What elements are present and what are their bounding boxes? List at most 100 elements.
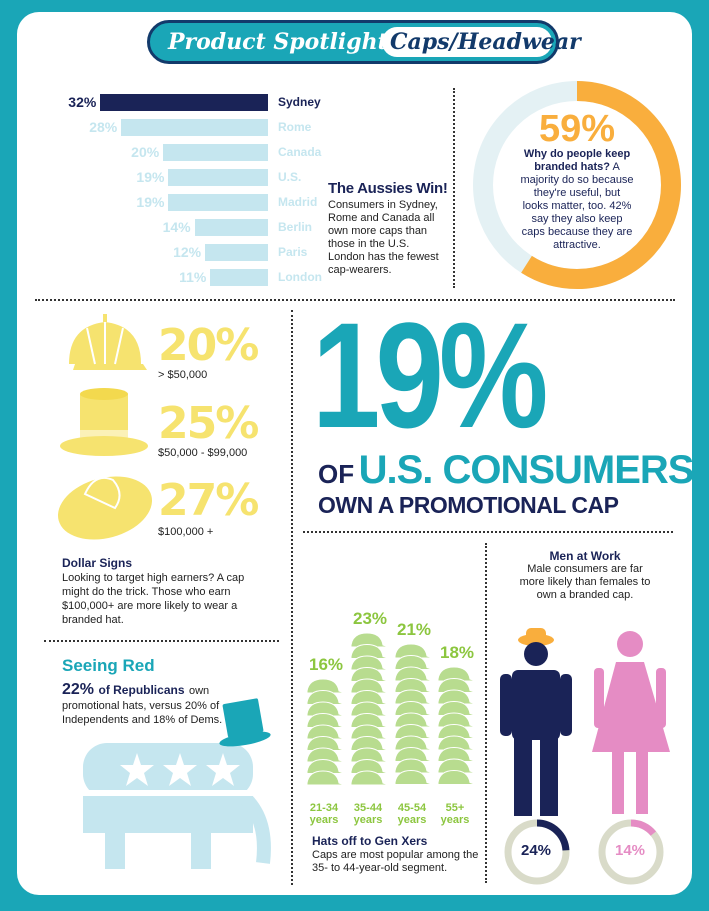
gender-ring	[598, 819, 664, 885]
city-bar	[194, 219, 268, 236]
income-pct-3: 27%	[158, 475, 259, 526]
age-cap-label-range: 45-54	[397, 802, 427, 814]
age-cap-value: 23%	[353, 608, 388, 628]
dollar-block: Dollar Signs Looking to target high earn…	[62, 556, 287, 627]
gen-title: Hats off to Gen Xers	[312, 834, 428, 848]
income-pct-1: 20%	[158, 320, 259, 371]
city-bar	[168, 169, 268, 186]
age-cap-label: 35-44 years	[350, 802, 386, 826]
dollar-line-1: Looking to target high earners? A cap	[62, 572, 245, 584]
title-banner: Product Spotlight: Caps/Headwear	[147, 20, 581, 64]
city-bar	[163, 144, 268, 161]
city-bar-label: London	[278, 270, 322, 284]
hero-pct: 19%	[312, 291, 548, 459]
gen-line-2: 35- to 44-year-old segment.	[312, 862, 448, 874]
age-cap-stack	[394, 643, 434, 785]
age-cap-value: 21%	[397, 620, 432, 639]
aussies-title: The Aussies Win!	[328, 180, 448, 197]
aussies-line-2: Rome and Canada all	[328, 212, 435, 224]
donut-line-3: looks matter, too. 42%	[522, 200, 632, 212]
donut-q3: A	[612, 161, 620, 173]
age-cap-label-unit: years	[309, 814, 339, 826]
age-cap-value: 16%	[309, 654, 344, 674]
age-cap-stack	[437, 666, 477, 785]
donut-arc	[473, 81, 681, 289]
donut-line-6: attractive.	[553, 239, 601, 251]
age-cap-label-range: 55+	[445, 802, 465, 814]
city-bar-value: 28%	[89, 119, 118, 135]
men-line-1: Male consumers are far	[527, 563, 643, 575]
city-bar	[168, 194, 268, 211]
banner-title-b: Caps/Headwear	[390, 29, 581, 55]
top-hat-icon	[60, 388, 148, 456]
red-block: 22% of Republicans own promotional hats,…	[62, 682, 302, 727]
red-lead-pct: 22%	[62, 681, 95, 698]
dollar-line-4: branded hat.	[62, 614, 124, 626]
age-cap-label-unit: years	[397, 814, 427, 826]
donut-line-5: caps because they are	[521, 226, 633, 238]
gender-ring-value: 14%	[615, 842, 646, 859]
city-bar-value: 11%	[179, 269, 207, 285]
age-cap-label-unit: years	[440, 814, 470, 826]
dollar-line-2: might do the trick. Those who earn	[62, 586, 231, 598]
city-bar-value: 12%	[173, 244, 202, 260]
red-title: Seeing Red	[62, 656, 155, 675]
city-bar-label: U.S.	[278, 170, 302, 184]
red-line-1: promotional hats, versus 20% of	[62, 700, 220, 712]
donut-q2-row: branded hats? A	[495, 161, 659, 174]
banner-title-a: Product Spotlight:	[168, 29, 396, 55]
red-line-2: Independents and 18% of Dems.	[62, 714, 223, 726]
income-pct-2: 25%	[158, 398, 259, 449]
aussies-block: The Aussies Win! Consumers in Sydney, Ro…	[328, 180, 453, 277]
city-bar-label: Sydney	[278, 95, 321, 109]
divider-left-column	[291, 310, 293, 885]
propeller-cap-icon	[69, 314, 147, 370]
city-bar-label: Paris	[278, 245, 308, 259]
divider-hero	[303, 531, 673, 533]
age-cap-value: 18%	[440, 643, 475, 662]
donut-line-4: say they also keep	[531, 213, 623, 225]
age-cap-label: 21-34 years	[306, 802, 342, 826]
city-bar-value: 32%	[68, 94, 97, 110]
donut-chart	[473, 81, 681, 289]
wide-brim-hat-icon	[57, 476, 153, 540]
city-bar	[121, 119, 268, 136]
divider-gen-men	[485, 543, 487, 883]
city-bar-label: Rome	[278, 120, 312, 134]
aussies-line-5: London has the fewest	[328, 251, 439, 263]
gen-block: Hats off to Gen Xers Caps are most popul…	[312, 834, 482, 875]
hero-line2: OWN A PROMOTIONAL CAP	[318, 492, 619, 518]
woman-icon	[592, 631, 670, 814]
donut-q2: branded hats?	[534, 161, 610, 173]
age-cap-stack	[306, 677, 346, 785]
divider-dollar-red	[44, 640, 279, 642]
hero-line1: OF U.S. CONSUMERS	[318, 448, 694, 493]
city-bar-label: Madrid	[278, 195, 318, 209]
elephant-icon	[83, 698, 271, 869]
donut-line-2: they're useful, but	[533, 187, 621, 199]
income-label-2: $50,000 - $99,000	[158, 447, 248, 459]
red-lead-rest: of Republicans	[98, 683, 185, 697]
aussies-line-4: those in the U.S.	[328, 238, 410, 250]
age-cap-label: 55+ years	[437, 802, 473, 826]
city-bar	[100, 94, 268, 111]
city-bar-value: 19%	[136, 194, 165, 210]
aussies-line-1: Consumers in Sydney,	[328, 199, 438, 211]
divider-city-donut	[453, 88, 455, 288]
income-label-1: > $50,000	[158, 369, 208, 381]
men-block: Men at Work Male consumers are far more …	[490, 549, 680, 602]
city-bar	[210, 269, 268, 286]
age-cap-label-range: 21-34	[309, 802, 339, 814]
age-cap-label: 45-54 years	[394, 802, 430, 826]
dollar-title: Dollar Signs	[62, 556, 133, 570]
gender-ring	[504, 819, 570, 885]
age-cap-label-range: 35-44	[353, 802, 383, 814]
city-bar-value: 20%	[131, 144, 160, 160]
men-line-3: own a branded cap.	[536, 589, 634, 601]
hero-of: OF	[318, 459, 355, 489]
red-lead: 22% of Republicans own	[62, 682, 302, 699]
divider-top	[35, 299, 675, 301]
age-cap-label-unit: years	[353, 814, 383, 826]
donut-q1: Why do people keep	[523, 148, 631, 160]
aussies-line-6: cap-wearers.	[328, 264, 392, 276]
